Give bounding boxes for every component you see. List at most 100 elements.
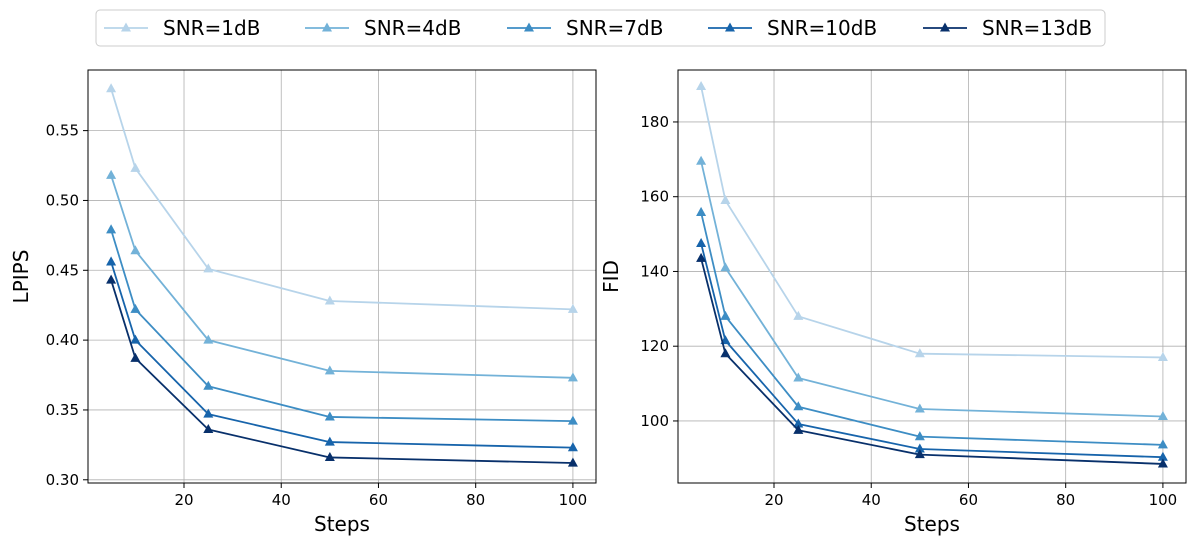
data-point-snr-4db	[793, 372, 804, 382]
data-point-snr-13db	[696, 252, 707, 262]
x-tick-label: 40	[272, 491, 291, 509]
data-point-snr-10db	[203, 408, 214, 418]
y-tick-label: 0.45	[46, 261, 79, 279]
data-point-snr-7db	[720, 310, 731, 320]
legend-marker	[120, 22, 132, 32]
data-point-snr-13db	[914, 449, 925, 459]
y-tick-label: 160	[640, 188, 669, 206]
data-point-snr-7db	[1157, 439, 1168, 449]
series-line-snr-4db	[110, 175, 573, 379]
data-point-snr-4db	[106, 169, 117, 179]
data-point-snr-7db	[793, 401, 804, 411]
series-line-snr-4db	[700, 160, 1163, 418]
data-point-snr-7db	[130, 303, 141, 313]
data-point-snr-10db	[324, 436, 335, 446]
legend-box	[95, 9, 1106, 47]
x-axis-label: Steps	[904, 512, 960, 536]
data-point-snr-10db	[130, 334, 141, 344]
legend-marker	[724, 22, 736, 32]
legend-label: SNR=1dB	[163, 16, 260, 40]
legend: SNR=1dB SNR=4dB SNR=7dB SNR=10dB SNR=13dB	[95, 9, 1106, 47]
y-tick-label: 0.30	[46, 471, 79, 489]
legend-label: SNR=13dB	[982, 16, 1092, 40]
y-tick-label: 0.55	[46, 122, 79, 140]
data-point-snr-13db	[1157, 458, 1168, 468]
y-tick-label: 0.50	[46, 191, 79, 209]
data-point-snr-1db	[720, 194, 731, 204]
data-point-snr-13db	[793, 424, 804, 434]
legend-marker	[523, 22, 535, 32]
x-tick-label: 80	[466, 491, 485, 509]
data-point-snr-13db	[106, 274, 117, 284]
y-tick-label: 140	[640, 262, 669, 280]
series-line-snr-1db	[700, 86, 1163, 359]
legend-item-snr-7db: SNR=7dB	[507, 16, 663, 40]
y-tick-label: 120	[640, 337, 669, 355]
x-tick-label: 100	[559, 491, 588, 509]
data-point-snr-13db	[130, 352, 141, 362]
x-tick-label: 20	[174, 491, 193, 509]
series-line-snr-10db	[700, 243, 1163, 459]
data-point-snr-10db	[106, 256, 117, 266]
x-tick-label: 100	[1149, 491, 1178, 509]
y-tick-label: 100	[640, 412, 669, 430]
legend-item-snr-13db: SNR=13dB	[923, 16, 1092, 40]
x-tick-label: 40	[862, 491, 881, 509]
legend-marker	[939, 22, 951, 32]
data-point-snr-4db	[696, 155, 707, 165]
y-tick-label: 0.40	[46, 331, 79, 349]
data-point-snr-1db	[324, 295, 335, 305]
data-point-snr-4db	[203, 334, 214, 344]
y-tick-label: 180	[640, 113, 669, 131]
data-point-snr-1db	[793, 310, 804, 320]
data-point-snr-4db	[567, 372, 578, 382]
data-point-snr-7db	[696, 206, 707, 216]
y-axis-label: FID	[599, 260, 623, 293]
series-line-snr-13db	[700, 258, 1163, 465]
chart-fid: 20 40 60 80 100 100 120 140 160 180 Steps FID	[599, 69, 1187, 536]
legend-item-snr-1db: SNR=1dB	[104, 16, 260, 40]
data-point-snr-13db	[203, 424, 214, 434]
data-point-snr-10db	[567, 442, 578, 452]
legend-marker	[321, 22, 333, 32]
data-point-snr-4db	[130, 245, 141, 255]
data-point-snr-10db	[696, 237, 707, 247]
data-point-snr-1db	[914, 348, 925, 358]
y-tick-label: 0.35	[46, 401, 79, 419]
x-tick-label: 80	[1056, 491, 1075, 509]
data-point-snr-7db	[324, 411, 335, 421]
plot-frame	[677, 69, 1187, 484]
series-line-snr-7db	[110, 229, 573, 423]
data-point-snr-7db	[106, 224, 117, 234]
legend-item-snr-4db: SNR=4dB	[305, 16, 461, 40]
x-tick-label: 20	[764, 491, 783, 509]
data-point-snr-7db	[567, 415, 578, 425]
data-point-snr-13db	[567, 457, 578, 467]
legend-label: SNR=10dB	[767, 16, 877, 40]
y-axis-label: LPIPS	[9, 250, 33, 304]
data-point-snr-4db	[324, 365, 335, 375]
legend-item-snr-10db: SNR=10dB	[708, 16, 877, 40]
legend-label: SNR=7dB	[566, 16, 663, 40]
chart-lpips: 20 40 60 80 100 0.30 0.35 0.40 0.45 0.50 0.55 Steps…	[9, 69, 597, 536]
data-point-snr-13db	[720, 348, 731, 358]
legend-label: SNR=4dB	[364, 16, 461, 40]
data-point-snr-4db	[720, 262, 731, 272]
series-line-snr-1db	[110, 88, 573, 311]
data-point-snr-7db	[203, 380, 214, 390]
x-axis-label: Steps	[314, 512, 370, 536]
data-point-snr-1db	[106, 83, 117, 93]
data-point-snr-4db	[914, 403, 925, 413]
data-point-snr-1db	[567, 303, 578, 313]
x-tick-label: 60	[369, 491, 388, 509]
data-point-snr-7db	[914, 431, 925, 441]
data-point-snr-4db	[1157, 410, 1168, 421]
data-point-snr-1db	[696, 80, 707, 90]
data-point-snr-13db	[324, 451, 335, 461]
x-tick-label: 60	[959, 491, 978, 509]
plot-frame	[87, 69, 597, 484]
data-point-snr-1db	[203, 263, 214, 273]
data-point-snr-1db	[1157, 351, 1168, 361]
